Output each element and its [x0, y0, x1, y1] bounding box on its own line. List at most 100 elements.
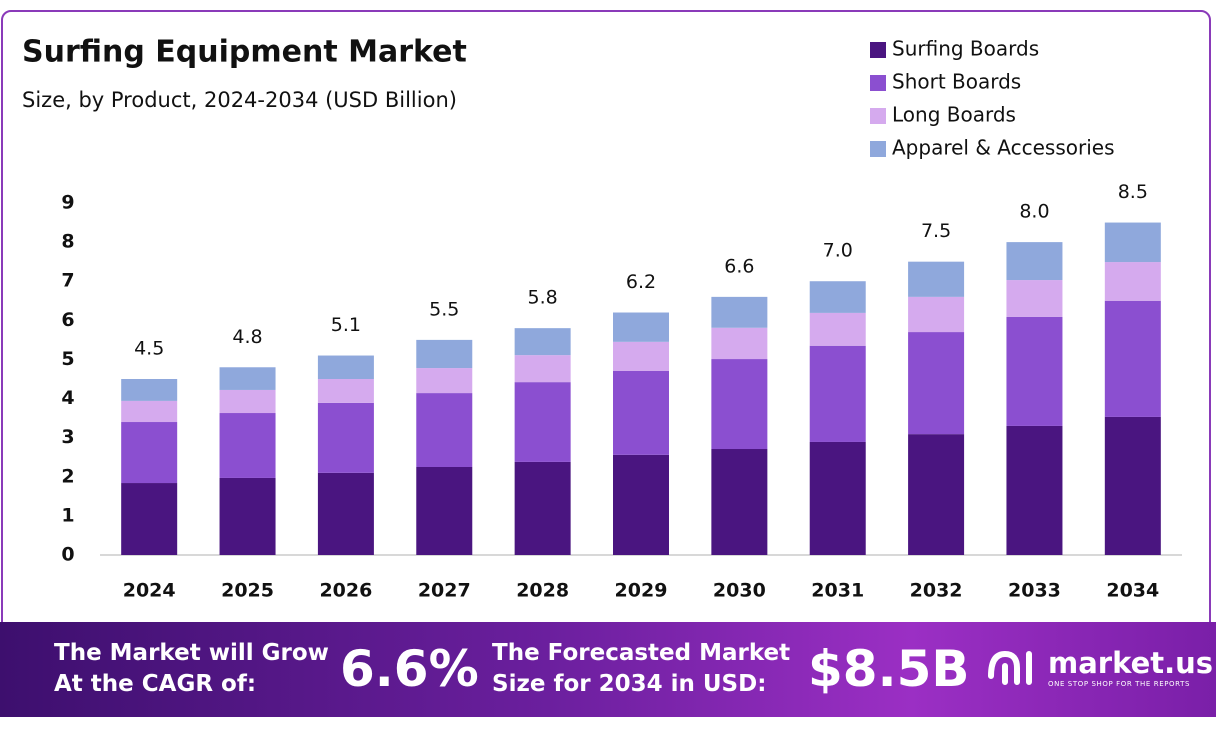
total-label: 6.2 [626, 271, 656, 293]
bar-segment [121, 400, 178, 423]
legend-swatch [870, 141, 886, 157]
y-tick-label: 4 [61, 387, 74, 409]
x-tick-label: 2032 [910, 580, 963, 602]
x-tick-label: 2033 [1008, 580, 1061, 602]
x-tick-label: 2034 [1106, 580, 1159, 602]
legend-swatch [870, 108, 886, 124]
total-label: 8.0 [1019, 201, 1049, 223]
total-label: 4.8 [232, 326, 262, 348]
bar-segment [711, 327, 768, 360]
y-tick-label: 0 [61, 544, 74, 566]
bar-segment [121, 422, 178, 484]
x-tick-label: 2028 [516, 580, 569, 602]
y-tick-label: 5 [61, 348, 74, 370]
bar-segment [121, 379, 178, 401]
total-label: 7.5 [921, 220, 951, 242]
bar-segment [317, 472, 374, 555]
bar-segment [121, 483, 178, 555]
forecast-line: Size for 2034 in USD: [492, 671, 767, 697]
brand-tagline: ONE STOP SHOP FOR THE REPORTS [1048, 680, 1191, 688]
y-tick-label: 6 [61, 309, 74, 331]
total-label: 7.0 [823, 240, 853, 262]
total-label: 5.1 [331, 314, 361, 336]
legend-label: Long Boards [892, 103, 1016, 127]
bar-segment [416, 339, 473, 369]
bar-segment [1104, 222, 1161, 263]
bar-segment [613, 341, 669, 371]
total-label: 5.5 [429, 298, 459, 320]
bar-segment [416, 467, 473, 555]
forecast-text: The Forecasted Market Size for 2034 in U… [492, 638, 790, 700]
legend-swatch [870, 75, 886, 91]
bar-segment [711, 359, 768, 450]
y-tick-label: 3 [61, 426, 74, 448]
x-tick-label: 2025 [221, 580, 274, 602]
bar-segment [514, 355, 571, 383]
bar-segment [219, 367, 276, 390]
bar-segment [809, 281, 866, 313]
bar-segment [908, 296, 965, 333]
bar-segment [908, 261, 965, 297]
bar-segment [317, 379, 374, 403]
bar-segment [1006, 242, 1063, 281]
chart: Surfing Equipment Market Size, by Produc… [22, 35, 1182, 602]
total-label: 8.5 [1118, 181, 1148, 203]
bar-segment [416, 368, 473, 394]
x-tick-label: 2030 [713, 580, 766, 602]
bar-segment [613, 454, 669, 555]
chart-subtitle: Size, by Product, 2024-2034 (USD Billion… [22, 88, 457, 112]
bar-segment [219, 389, 276, 414]
bar-segment [1006, 280, 1063, 317]
cagr-line: The Market will Grow [54, 640, 329, 666]
y-tick-label: 7 [61, 270, 74, 292]
bar-segment [908, 434, 965, 555]
bar-segment [219, 413, 276, 478]
chart-title: Surfing Equipment Market [22, 35, 467, 70]
legend-label: Apparel & Accessories [892, 136, 1115, 160]
x-tick-label: 2027 [418, 580, 471, 602]
bar-segment [1104, 300, 1161, 417]
bar-segment [809, 312, 866, 346]
y-tick-label: 9 [61, 192, 74, 214]
x-tick-label: 2031 [811, 580, 864, 602]
bar-segment [809, 441, 866, 555]
forecast-value: $8.5B [808, 640, 970, 698]
bar-segment [809, 345, 866, 442]
bar-segment [1104, 416, 1161, 555]
cagr-text: The Market will Grow At the CAGR of: [54, 638, 329, 700]
y-tick-label: 2 [61, 465, 74, 487]
bar-segment [514, 382, 571, 462]
bar-segment [613, 370, 669, 455]
cagr-value: 6.6% [340, 640, 479, 698]
brand-name: market.us [1048, 646, 1214, 680]
bar-segment [613, 312, 669, 342]
total-label: 4.5 [134, 338, 164, 360]
x-tick-label: 2024 [123, 580, 176, 602]
brand-logo [988, 650, 1032, 685]
bar-segment [1104, 262, 1161, 301]
forecast-line: The Forecasted Market [492, 640, 791, 666]
footer-banner: The Market will Grow At the CAGR of: 6.6… [0, 622, 1216, 717]
bar-segment [514, 461, 571, 555]
y-tick-label: 1 [61, 504, 74, 526]
y-tick-label: 8 [61, 231, 74, 253]
bar-segment [1006, 425, 1063, 555]
x-tick-label: 2026 [319, 580, 372, 602]
bar-segment [219, 477, 276, 555]
bar-segment [711, 449, 768, 555]
bar-segment [514, 328, 571, 356]
bar-segment [1006, 316, 1063, 426]
bar-segment [317, 355, 374, 379]
bar-segment [908, 332, 965, 435]
legend-label: Short Boards [892, 70, 1021, 94]
bar-segment [317, 402, 374, 473]
bar-segment [711, 296, 768, 328]
cagr-line: At the CAGR of: [54, 671, 257, 697]
total-label: 5.8 [528, 287, 558, 309]
legend-label: Surfing Boards [892, 37, 1039, 61]
total-label: 6.6 [724, 255, 754, 277]
x-tick-label: 2029 [615, 580, 668, 602]
legend-swatch [870, 42, 886, 58]
bar-segment [416, 393, 473, 467]
